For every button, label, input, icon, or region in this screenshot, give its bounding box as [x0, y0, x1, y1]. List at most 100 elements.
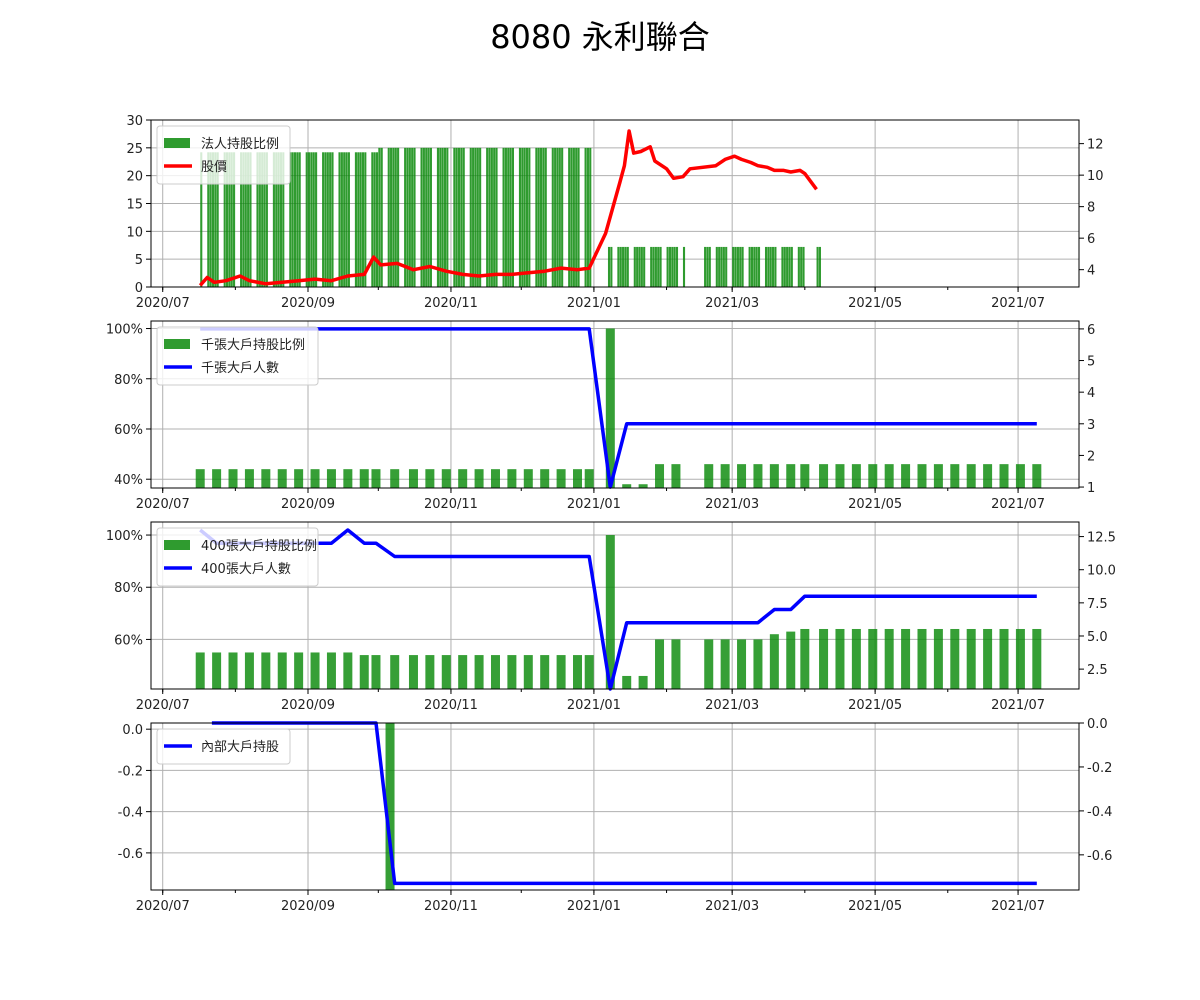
x-tick-label: 2021/03: [705, 698, 759, 713]
bar: [408, 469, 418, 488]
bar: [708, 246, 711, 287]
bar: [521, 147, 524, 287]
bar: [737, 639, 747, 689]
bar: [289, 152, 292, 287]
bar: [999, 628, 1009, 689]
bar: [633, 246, 636, 287]
bar: [966, 628, 976, 689]
bar: [800, 628, 810, 689]
bar: [488, 147, 491, 287]
y-right-tick-label: 8: [1087, 201, 1095, 216]
bar: [800, 246, 803, 287]
bar: [326, 652, 336, 689]
bar: [671, 464, 681, 488]
x-tick-label: 2021/05: [848, 296, 902, 311]
x-tick-label: 2020/11: [424, 497, 478, 512]
y-right-tick-label: 6: [1087, 323, 1095, 338]
bar: [476, 147, 479, 287]
bar: [359, 152, 362, 287]
x-tick-label: 2021/01: [567, 899, 621, 914]
y-right-tick-label: 2.5: [1087, 663, 1108, 678]
bar: [605, 535, 615, 689]
bar: [474, 147, 477, 287]
bar: [741, 246, 744, 287]
bar: [495, 147, 498, 287]
x-tick-label: 2020/11: [424, 899, 478, 914]
y-left-tick-label: -0.4: [118, 806, 143, 821]
bar: [950, 464, 960, 488]
legend-swatch-bar: [164, 339, 190, 349]
bar: [371, 152, 374, 287]
bar: [622, 675, 632, 689]
bar: [753, 639, 763, 689]
bar: [293, 152, 297, 287]
bar: [523, 147, 526, 287]
bar: [413, 147, 416, 287]
bar: [769, 464, 779, 488]
bar: [343, 152, 346, 287]
bar: [390, 655, 400, 689]
y-left-tick-label: -0.2: [118, 764, 143, 779]
bar: [540, 147, 543, 287]
bar: [704, 639, 714, 689]
bar: [354, 152, 357, 287]
bar: [244, 152, 247, 287]
bar: [617, 246, 620, 287]
holders-line: [199, 528, 1037, 691]
bar: [242, 152, 245, 287]
bar: [291, 152, 294, 287]
bar: [216, 152, 219, 287]
bar: [556, 655, 566, 689]
bar: [390, 147, 393, 287]
bar: [261, 469, 271, 488]
bar: [654, 246, 657, 287]
bar: [950, 628, 960, 689]
bar: [757, 246, 761, 287]
plot-frame: [150, 521, 1080, 690]
bar: [275, 152, 278, 287]
bar: [983, 628, 993, 689]
x-tick-label: 2021/07: [991, 698, 1045, 713]
bar: [704, 246, 707, 287]
bar: [750, 246, 754, 287]
bar: [439, 147, 442, 287]
bar: [441, 655, 451, 689]
x-tick-label: 2021/07: [991, 296, 1045, 311]
y-left-tick-label: 0: [135, 281, 143, 296]
bar: [675, 246, 679, 287]
bar: [884, 628, 894, 689]
bar: [638, 246, 641, 287]
bar: [1015, 464, 1025, 488]
bar: [326, 152, 329, 287]
bar: [474, 655, 484, 689]
bar: [605, 328, 615, 488]
bar: [305, 152, 308, 287]
bar: [446, 147, 449, 287]
bar: [851, 464, 861, 488]
x-tick-label: 2020/11: [424, 296, 478, 311]
bar: [244, 469, 254, 488]
bar: [523, 655, 533, 689]
bar: [868, 464, 878, 488]
bar: [214, 152, 217, 287]
bar: [310, 469, 320, 488]
bar: [315, 152, 318, 287]
bar: [233, 152, 236, 287]
y-right-tick-label: 10: [1087, 169, 1104, 184]
chart-panel-4: 2020/07 2020/09 2020/11 2021/01 2021/03 2021/…: [118, 717, 1113, 914]
bar: [704, 464, 714, 488]
holders-line: [211, 721, 1037, 886]
bar: [518, 147, 522, 287]
bar: [441, 147, 444, 287]
bar: [345, 152, 348, 287]
bar: [298, 152, 301, 287]
bar: [673, 246, 676, 287]
bar: [748, 246, 751, 287]
x-tick-label: 2021/05: [848, 698, 902, 713]
bar: [584, 147, 587, 287]
y-right-tick-label: 12: [1087, 138, 1104, 153]
bar: [472, 147, 475, 287]
bar: [511, 147, 514, 287]
bar: [783, 246, 786, 287]
